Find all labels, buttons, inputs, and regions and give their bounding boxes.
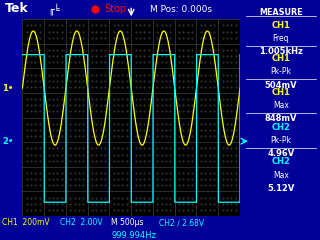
Text: Freq: Freq <box>273 34 289 43</box>
Text: Stop: Stop <box>104 4 126 14</box>
Text: Max: Max <box>273 101 289 110</box>
Text: ╓╘: ╓╘ <box>48 3 60 15</box>
Text: 999.994Hz: 999.994Hz <box>111 231 156 240</box>
Text: 848mV: 848mV <box>265 114 297 123</box>
Text: CH2 ∕ 2.68V: CH2 ∕ 2.68V <box>159 218 204 227</box>
Text: CH1  200mV: CH1 200mV <box>3 218 50 227</box>
Text: CH2  2.00V: CH2 2.00V <box>60 218 103 227</box>
Text: Tek: Tek <box>5 2 28 16</box>
Text: 1.005kHz: 1.005kHz <box>259 47 303 56</box>
Text: CH2: CH2 <box>271 157 290 167</box>
Text: CH1: CH1 <box>271 88 290 97</box>
Text: 2•: 2• <box>2 137 14 146</box>
Text: Max: Max <box>273 171 289 180</box>
Text: 504mV: 504mV <box>265 81 297 90</box>
Text: 1•: 1• <box>2 84 14 93</box>
Text: CH1: CH1 <box>271 54 290 63</box>
Text: MEASURE: MEASURE <box>259 8 302 18</box>
Text: 5.12V: 5.12V <box>267 184 294 193</box>
Text: CH1: CH1 <box>271 21 290 30</box>
Text: 4.96V: 4.96V <box>267 149 294 158</box>
Text: Pk-Pk: Pk-Pk <box>270 136 291 145</box>
Text: CH2: CH2 <box>271 123 290 132</box>
Text: M 500μs: M 500μs <box>111 218 144 227</box>
Text: Pk-Pk: Pk-Pk <box>270 67 291 77</box>
Text: M Pos: 0.000s: M Pos: 0.000s <box>150 5 212 13</box>
